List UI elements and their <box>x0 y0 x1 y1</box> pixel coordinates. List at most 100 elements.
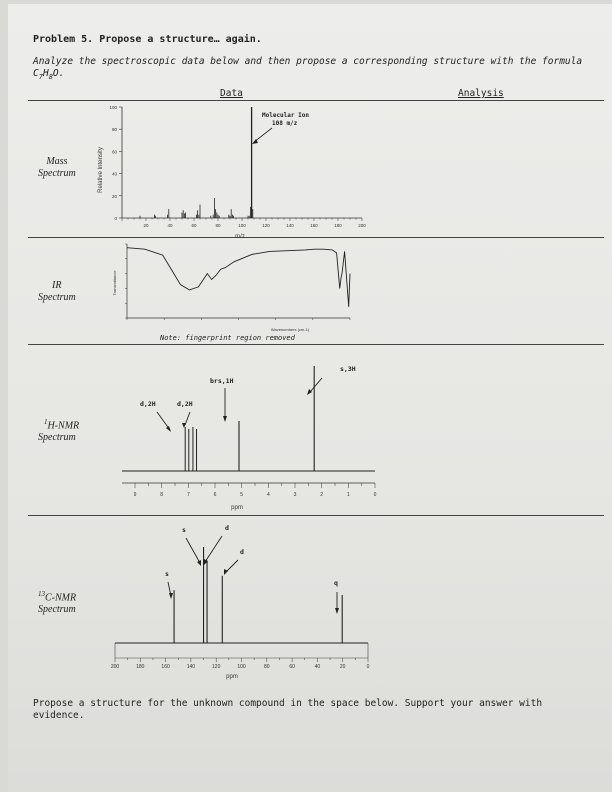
ir-xlabel: Wavenumbers (cm-1) <box>271 327 310 332</box>
cnmr-arrows <box>167 535 338 610</box>
ms-xtick-label: 160 <box>310 223 318 228</box>
ms-ytick-label: 0 <box>114 216 117 221</box>
mass-spectrum-axes: 0 20 40 60 80 100 20 40 60 80 100 120 140 160 180 200 <box>109 105 366 228</box>
cnmr-xtick-label: 20 <box>340 664 346 670</box>
ir-note: Note: fingerprint region removed <box>159 334 296 342</box>
ms-ytick-label: 80 <box>112 127 118 132</box>
hnmr-xtick-label: 7 <box>187 492 190 498</box>
ir-label-line1: IR <box>52 280 62 291</box>
formula-o-label: O. <box>52 68 65 79</box>
hnmr-label-line1: H-NMR <box>47 420 80 432</box>
ms-xtick-label: 20 <box>143 223 149 228</box>
mass-label-line2: Spectrum <box>38 168 76 179</box>
cnmr-spectrum-label: 13C-NMR Spectrum <box>38 588 76 616</box>
hnmr-xtick-label: 3 <box>294 492 297 498</box>
hnmr-xtick-label: 0 <box>374 492 377 498</box>
header-divider <box>28 100 604 101</box>
intro-text: Analyze the spectroscopic data below and… <box>33 56 583 79</box>
ms-xtick-label: 180 <box>334 223 342 228</box>
cnmr-xtick-label: 120 <box>212 664 221 670</box>
problem-instructions: Analyze the spectroscopic data below and… <box>33 56 593 83</box>
cnmr-axes: 200 180 160 140 120 100 80 60 40 20 0 <box>111 642 370 670</box>
ms-xtick-label: 80 <box>215 223 221 228</box>
cnmr-label-s1: s <box>165 570 169 578</box>
hnmr-superscript: 1 <box>44 418 48 426</box>
hnmr-label-brs: brs,1H <box>210 377 234 385</box>
ir-spectrum-label: IR Spectrum <box>38 280 76 304</box>
ir-axes <box>125 243 351 320</box>
ir-trace <box>126 247 351 307</box>
ms-xtick-label: 40 <box>167 223 173 228</box>
mass-spectrum-peaks <box>139 107 254 218</box>
row-divider-mass <box>28 237 604 238</box>
cnmr-label-q: q <box>334 579 338 587</box>
ir-ylabel: Transmittance <box>112 270 117 296</box>
row-divider-ir <box>28 344 604 345</box>
hnmr-xtick-label: 6 <box>214 492 217 498</box>
ms-ylabel: Relative Intensity <box>98 147 104 193</box>
ms-annotation-arrow <box>253 127 273 143</box>
footer-prompt: Propose a structure for the unknown comp… <box>33 698 543 721</box>
cnmr-label-d2: d <box>240 548 244 556</box>
hnmr-axes: 9 8 7 6 5 4 3 2 1 0 <box>122 470 377 498</box>
ms-ytick-label: 60 <box>112 149 118 154</box>
hnmr-xlabel: ppm <box>231 505 243 511</box>
ir-label-line2: Spectrum <box>38 292 76 303</box>
hnmr-label-d1: d,2H <box>140 400 156 408</box>
mass-label-line1: Mass <box>46 156 68 167</box>
ms-xlabel: m/z <box>235 234 245 240</box>
cnmr-xtick-label: 80 <box>264 664 270 670</box>
cnmr-xtick-label: 60 <box>289 664 295 670</box>
ms-annotation-line2: 108 m/z <box>272 120 298 127</box>
cnmr-label-line1: C-NMR <box>45 592 77 604</box>
formula-c-count: 7 <box>38 72 43 81</box>
cnmr-label-s2: s <box>182 526 186 534</box>
cnmr-xtick-label: 180 <box>136 664 145 670</box>
ms-annotation-line1: Molecular Ion <box>262 112 309 119</box>
cnmr-peaks <box>173 547 343 643</box>
hnmr-xtick-label: 9 <box>134 492 137 498</box>
hnmr-xtick-label: 5 <box>240 492 243 498</box>
ms-xtick-label: 140 <box>286 223 294 228</box>
formula-h-count: 8 <box>48 72 53 81</box>
data-column-header: Data <box>220 88 243 99</box>
cnmr-superscript: 13 <box>38 590 45 598</box>
hnmr-xtick-label: 8 <box>160 492 163 498</box>
cnmr-arrowheads <box>169 559 339 614</box>
hnmr-label-line2: Spectrum <box>38 432 76 444</box>
cnmr-label-d1: d <box>225 524 229 532</box>
cnmr-xtick-label: 160 <box>161 664 170 670</box>
hnmr-arrowheads <box>166 389 312 432</box>
ms-ytick-label: 100 <box>109 105 117 110</box>
hnmr-xtick-label: 4 <box>267 492 270 498</box>
hnmr-label-d2: d,2H <box>177 400 193 408</box>
worksheet-page: Problem 5. Propose a structure… again. A… <box>8 4 612 792</box>
mass-spectrum-label: Mass Spectrum <box>38 156 76 180</box>
ms-annotation-arrowhead <box>252 139 258 144</box>
formula-h-label: H <box>42 68 49 79</box>
ms-xtick-label: 200 <box>358 223 366 228</box>
cnmr-label-line2: Spectrum <box>38 604 76 616</box>
ms-xtick-label: 120 <box>262 223 270 228</box>
cnmr-xtick-label: 100 <box>237 664 246 670</box>
row-divider-hnmr <box>28 515 604 516</box>
hnmr-label-s3: s,3H <box>340 365 356 373</box>
ms-xtick-label: 60 <box>191 223 197 228</box>
cnmr-xtick-label: 40 <box>315 664 321 670</box>
cnmr-xtick-label: 0 <box>367 664 370 670</box>
ms-ytick-label: 40 <box>112 172 118 177</box>
hnmr-xtick-label: 1 <box>347 492 350 498</box>
hnmr-spectrum-label: 1H-NMR Spectrum <box>38 416 79 444</box>
hnmr-peaks <box>184 366 315 471</box>
hnmr-arrows <box>156 377 323 431</box>
hnmr-xtick-label: 2 <box>320 492 323 498</box>
ms-xtick-label: 100 <box>238 223 246 228</box>
ms-ytick-label: 20 <box>112 194 118 199</box>
analysis-column-header: Analysis <box>458 88 504 99</box>
cnmr-xlabel: ppm <box>226 674 238 680</box>
cnmr-xtick-label: 200 <box>111 664 120 670</box>
